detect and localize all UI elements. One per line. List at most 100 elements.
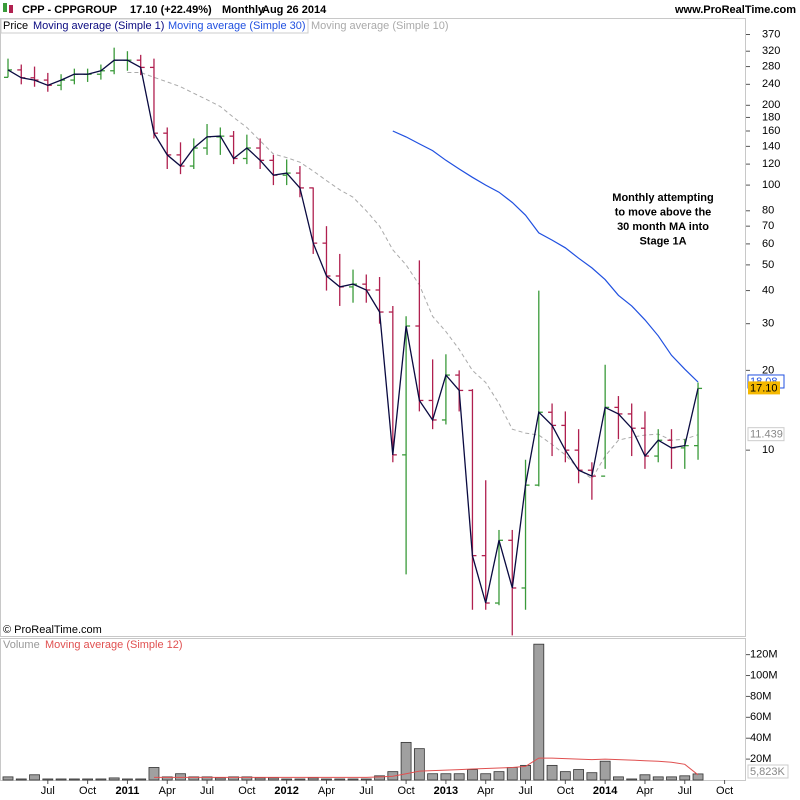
y-tick-label: 240 [762,78,780,90]
x-tick-label: Jul [200,785,214,797]
volume-bar [533,643,545,781]
last-value-label: 5,823K [750,766,786,778]
quote: 17.10 (+22.49%) [130,4,212,16]
y-tick-label: 50 [762,259,774,271]
volume-bar [559,771,571,781]
legend-item: Moving average (Simple 1) [33,20,164,32]
date: Aug 26 2014 [262,4,327,16]
volume-bar [374,775,385,781]
volume-bar [241,776,253,781]
volume-bar [201,776,213,781]
moving-average-line [392,130,699,383]
volume-panel [0,638,746,781]
source: www.ProRealTime.com [674,4,796,16]
x-tick-label: Apr [477,785,494,797]
y-tick-label: 200 [762,99,780,111]
period: Monthly [222,4,265,16]
volume-average-line [154,757,699,778]
volume-bar [613,776,624,781]
volume-bar [360,778,372,781]
x-tick-label: 2014 [593,785,618,797]
volume-bar [188,776,200,781]
logo-icon [9,5,13,13]
volume-bar [506,767,518,781]
x-tick-label: Apr [636,785,653,797]
x-tick-label: 2011 [115,785,139,797]
y-tick-label: 60M [750,711,771,723]
volume-bar [666,776,677,781]
annotation: to move above the [615,206,712,218]
last-value-label: 17.10 [750,382,778,394]
y-tick-label: 100M [750,669,778,681]
volume-bar [95,778,107,781]
volume-bar [626,778,638,781]
legend-box [0,18,309,34]
x-tick-label: Oct [398,785,415,797]
x-tick-label: Jul [41,785,55,797]
symbol: CPP - CPPGROUP [22,4,117,16]
y-tick-label: 100 [762,179,780,191]
volume-bar [254,777,266,781]
last-value-box [747,764,789,779]
x-tick-label: Jul [518,785,532,797]
volume-bar [599,760,611,781]
volume-bar [413,748,425,781]
close-line [7,59,699,604]
x-tick-label: Oct [238,785,255,797]
volume-bar [573,769,585,781]
x-tick-label: Oct [716,785,733,797]
x-tick-label: 2013 [434,785,458,797]
y-tick-label: 370 [762,28,780,40]
volume-bar [639,774,651,781]
volume-bar [175,773,186,781]
logo-icon [3,3,7,12]
y-tick-label: 40M [750,732,771,744]
volume-bar [520,764,531,781]
copyright: © ProRealTime.com [3,624,102,636]
volume-bar [294,778,306,781]
volume-bar [321,778,332,781]
y-tick-label: 60 [762,238,774,250]
volume-bar [400,741,412,781]
x-tick-label: Jul [359,785,373,797]
volume-bar [440,773,452,781]
x-tick-label: Apr [159,785,176,797]
volume-bar [228,776,239,781]
y-tick-label: 320 [762,45,780,57]
volume-bar [267,777,279,781]
last-value-label: 11.439 [750,429,783,441]
volume-bar [480,773,492,781]
y-tick-label: 30 [762,318,774,330]
x-tick-label: Oct [557,785,574,797]
volume-bar [82,778,94,781]
volume-bar [493,771,505,781]
x-tick-label: Oct [79,785,96,797]
legend-item: Volume [3,639,40,651]
legend-item: Moving average (Simple 10) [311,20,449,32]
x-tick-label: Apr [318,785,335,797]
y-tick-label: 80 [762,205,774,217]
volume-bar [652,776,664,781]
volume-bar [546,764,558,781]
annotation: 30 month MA into [617,221,709,233]
y-tick-label: 140 [762,140,780,152]
legend-item: Price [3,20,28,32]
volume-bar [68,778,80,781]
price-panel [0,18,746,637]
y-tick-label: 10 [762,444,774,456]
annotation: Monthly attempting [612,192,713,204]
y-tick-label: 180 [762,111,780,123]
y-tick-label: 80M [750,690,771,702]
volume-bar [108,777,120,781]
volume-bar [334,778,346,781]
volume-bar [122,778,133,781]
y-tick-label: 120 [762,158,780,170]
legend-item: Moving average (Simple 12) [45,639,183,651]
volume-bar [161,776,173,781]
annotation: Stage 1A [639,235,686,247]
volume-bar [55,778,67,781]
volume-bar [135,778,147,781]
volume-bar [679,775,691,781]
last-value-box [748,381,780,395]
